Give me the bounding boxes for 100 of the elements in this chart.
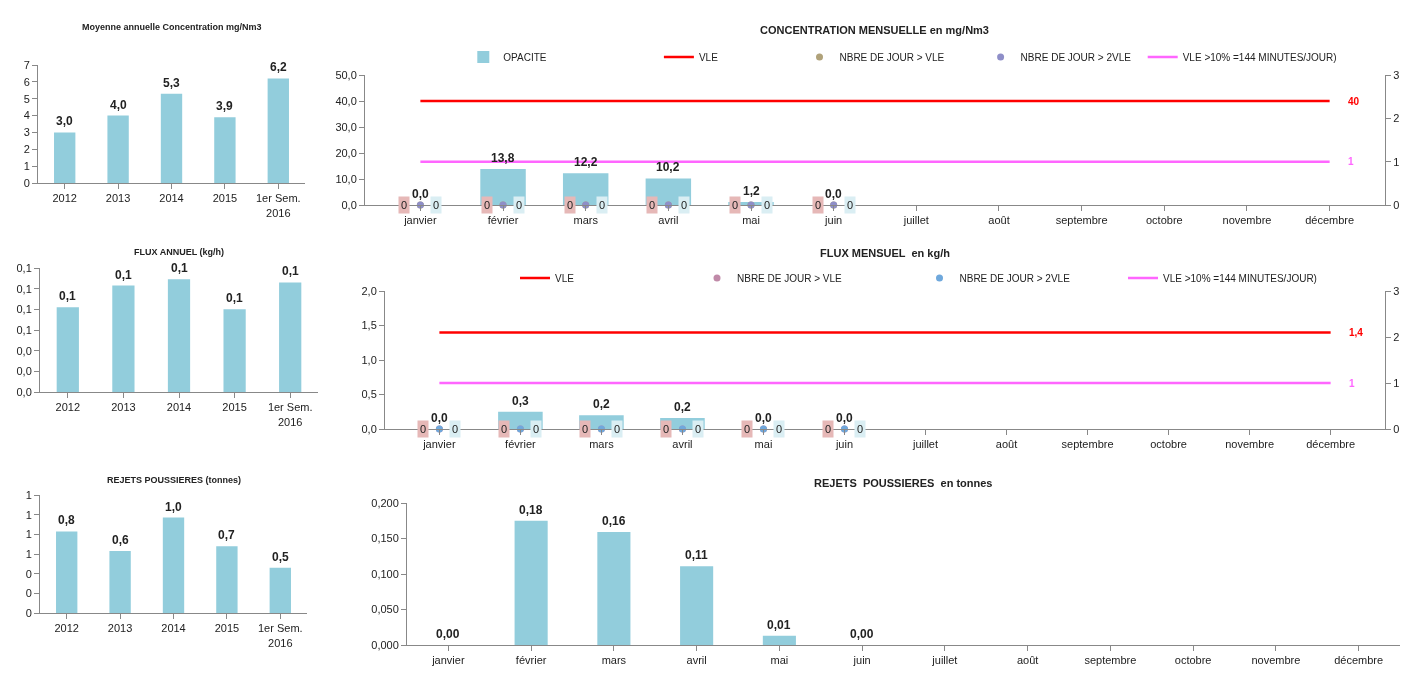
data-label: 0,1	[282, 264, 300, 278]
data-label: 0	[847, 199, 854, 211]
y-tick-label: 0,5	[361, 388, 377, 401]
data-label: 0	[614, 423, 621, 435]
x-tick-label: décembre	[1306, 438, 1356, 451]
x-tick-label: 2013	[111, 401, 136, 414]
x-tick-label: septembre	[1084, 654, 1137, 667]
y-tick-label: 0	[25, 567, 32, 580]
y-tick-label: 0,0	[16, 385, 32, 398]
legend-label: NBRE DE JOUR > VLE	[737, 272, 843, 284]
data-label: 0	[857, 423, 864, 435]
data-label: 0,0	[825, 187, 843, 201]
y2-tick-label: 2	[1393, 330, 1400, 343]
data-label: 0,6	[112, 533, 130, 547]
data-label: 0,00	[436, 627, 460, 641]
data-label: 0	[663, 423, 670, 435]
legend-label: VLE >10% =144 MINUTES/JOUR)	[1163, 272, 1317, 284]
x-tick-label: 2015	[212, 192, 238, 205]
y-tick-label: 0,0	[16, 344, 32, 357]
data-label: 0	[649, 199, 656, 211]
y-tick-label: 3	[23, 126, 30, 139]
bar	[167, 279, 191, 392]
x-tick-label: décembre	[1334, 654, 1384, 667]
x-tick-label: mai	[742, 214, 760, 227]
data-label: 0,0	[836, 411, 854, 425]
x-tick-label: avril	[658, 214, 679, 227]
x-tick-label: août	[1016, 654, 1039, 667]
bar	[112, 285, 135, 392]
x-tick-label: avril	[686, 654, 707, 667]
chart-title: REJETS POUSSIERES (tonnes)	[107, 475, 242, 485]
data-label: 0,16	[602, 514, 626, 528]
bar	[160, 93, 183, 183]
data-label: 0,0	[431, 411, 449, 425]
data-label: 3,9	[216, 99, 234, 113]
data-label: 0,11	[685, 548, 709, 562]
bar	[267, 78, 289, 183]
data-label: 3,0	[56, 114, 74, 128]
data-label: 6,2	[270, 60, 288, 74]
bar	[514, 520, 548, 645]
y-tick-label: 0	[25, 606, 32, 619]
x-tick-label: juin	[834, 438, 854, 451]
x-tick-label: août	[988, 214, 1010, 227]
y-tick-label: 2	[23, 143, 30, 156]
chart-title: Moyenne annuelle Concentration mg/Nm3	[82, 22, 262, 32]
bar	[680, 566, 714, 645]
y-tick-label: 0,150	[371, 532, 399, 545]
data-label: 10,2	[656, 160, 680, 174]
y-tick-label: 50,0	[335, 68, 357, 81]
y-tick-label: 0,1	[16, 323, 32, 336]
x-tick-label: 2014	[166, 401, 192, 414]
x-tick-label: juin	[852, 654, 871, 667]
y-tick-label: 5	[23, 92, 30, 105]
y-tick-label: 0,200	[371, 496, 399, 509]
legend-label: VLE >10% =144 MINUTES/JOUR)	[1182, 51, 1337, 63]
y-tick-label: 7	[23, 58, 30, 71]
y2-tick-label: 0	[1393, 198, 1400, 211]
bar	[214, 117, 236, 183]
data-label: 0	[815, 199, 822, 211]
y-tick-label: 40,0	[335, 94, 357, 107]
x-tick-label: 2012	[55, 401, 81, 414]
bar	[162, 517, 185, 613]
data-label: 0	[582, 423, 589, 435]
legend-label: NBRE DE JOUR > 2VLE	[959, 272, 1071, 284]
x-tick-label: mars	[601, 654, 627, 667]
x-tick-label: février	[487, 214, 519, 227]
x-tick-label: février	[505, 438, 537, 451]
data-label: 0	[420, 423, 427, 435]
data-label: 1,2	[743, 184, 761, 198]
bar	[597, 532, 631, 645]
x-tick-label: mars	[573, 214, 599, 227]
data-label: 0	[681, 199, 688, 211]
x-tick-label: 2012	[52, 192, 77, 205]
x-tick-label: 1er Sem. 2016	[255, 192, 301, 219]
x-tick-label: 2013	[105, 192, 131, 205]
x-tick-label: juin	[824, 214, 843, 227]
y-tick-label: 1	[23, 159, 30, 172]
y-tick-label: 0,1	[16, 303, 32, 316]
x-tick-label: décembre	[1305, 214, 1355, 227]
y-tick-label: 0,100	[371, 567, 399, 580]
x-tick-label: février	[515, 654, 547, 667]
legend-label: NBRE DE JOUR > 2VLE	[1020, 51, 1132, 63]
y-tick-label: 30,0	[335, 120, 357, 133]
data-label: 0	[567, 199, 574, 211]
x-tick-label: 2014	[161, 622, 186, 635]
y-tick-label: 1	[25, 547, 32, 560]
x-tick-label: janvier	[422, 438, 456, 451]
data-label: 0,1	[171, 261, 189, 275]
bar	[279, 282, 302, 392]
chart-title: CONCENTRATION MENSUELLE en mg/Nm3	[760, 24, 989, 36]
x-tick-label: octobre	[1150, 438, 1187, 451]
chart-title: FLUX ANNUEL (kg/h)	[134, 247, 224, 257]
y-tick-label: 1	[25, 508, 32, 521]
data-label: 0	[695, 423, 702, 435]
y-tick-label: 2,0	[361, 284, 377, 297]
bar	[56, 307, 79, 392]
data-label: 1,0	[165, 500, 183, 514]
chart-title: FLUX MENSUEL en kg/h	[820, 247, 951, 259]
data-label: 1,4	[1349, 327, 1364, 338]
x-tick-label: juillet	[931, 654, 958, 667]
legend-label: NBRE DE JOUR > VLE	[839, 51, 945, 63]
